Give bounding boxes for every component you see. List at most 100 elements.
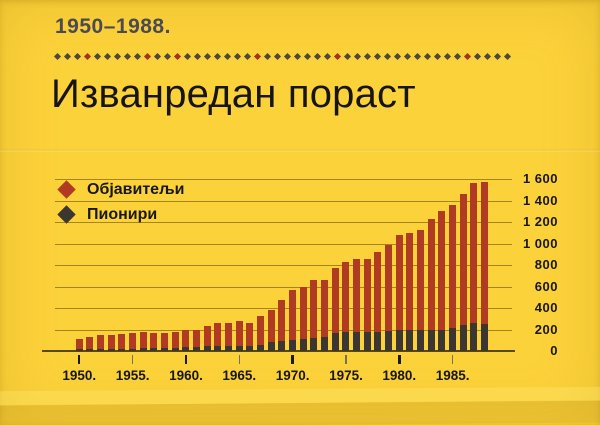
dark-diamond-icon: [203, 52, 212, 60]
bar-publishers-segment: [86, 337, 94, 351]
bar-publishers-segment: [278, 299, 286, 351]
x-axis-tick: [132, 355, 134, 364]
bar-1970: [289, 290, 297, 351]
bar-1951: [86, 337, 94, 351]
bar-1976: [353, 258, 361, 351]
bar-pioneers-segment: [310, 337, 318, 351]
bar-publishers-segment: [417, 229, 425, 351]
bar-1987: [470, 183, 478, 351]
bar-1973: [321, 280, 329, 351]
bar-publishers-segment: [257, 316, 265, 351]
bar-pioneers-segment: [139, 348, 147, 351]
red-diamond-icon: [173, 52, 182, 60]
x-axis-tick: [78, 355, 81, 364]
bar-publishers-segment: [395, 234, 403, 351]
y-axis-label: 1 200: [522, 214, 558, 229]
dark-diamond-icon: [303, 52, 312, 60]
y-axis-label: 600: [534, 278, 558, 294]
bar-pioneers-segment: [278, 340, 286, 351]
x-axis-label: 1975.: [329, 368, 363, 383]
bar-1972: [310, 280, 318, 351]
bar-publishers-segment: [310, 280, 318, 351]
dark-diamond-icon: [103, 52, 112, 60]
x-axis-tick: [345, 355, 347, 364]
bar-pioneers-segment: [86, 349, 94, 351]
red-diamond-icon: [143, 52, 152, 60]
x-axis-label: 1960.: [169, 368, 203, 383]
bar-pioneers-segment: [353, 331, 361, 351]
bar-publishers-segment: [75, 339, 83, 351]
x-axis-label: 1965.: [222, 368, 257, 383]
red-diamond-icon: [463, 52, 472, 60]
dark-diamond-icon: [243, 52, 252, 60]
bar-1959: [171, 331, 179, 351]
y-axis-label: 1 000: [522, 235, 558, 251]
bar-publishers-segment: [385, 245, 393, 351]
period-subtitle: 1950–1988.: [55, 15, 171, 38]
bar-publishers-segment: [118, 333, 126, 351]
x-axis-label: 1980.: [382, 368, 417, 383]
dark-diamond-icon: [133, 52, 142, 60]
page-bottom-shadow: [0, 400, 600, 425]
y-axis-label: 400: [534, 300, 558, 315]
bar-publishers-segment: [299, 286, 307, 351]
bar-pioneers-segment: [235, 345, 243, 351]
bar-pioneers-segment: [385, 331, 393, 351]
bar-pioneers-segment: [129, 348, 137, 351]
bar-1953: [107, 334, 115, 351]
dark-diamond-icon: [213, 52, 222, 60]
bar-1985: [449, 204, 457, 351]
bar-1982: [417, 229, 425, 351]
bar-1962: [203, 326, 211, 351]
chart-legend: Објавитељи Пионири: [57, 177, 184, 227]
bar-1955: [129, 332, 137, 351]
y-axis-label: 1 400: [522, 192, 558, 208]
bar-1978: [374, 251, 382, 351]
bar-1965: [235, 320, 243, 351]
x-axis-tick: [398, 355, 401, 364]
bar-publishers-segment: [193, 329, 201, 351]
legend-label-pioneers: Пионири: [87, 205, 158, 223]
legend-label-publishers: Објавитељи: [87, 180, 185, 198]
y-gridline: [55, 200, 512, 202]
y-axis-label: 0: [550, 343, 558, 358]
bar-publishers-segment: [182, 329, 190, 351]
bar-pioneers-segment: [107, 348, 115, 351]
red-diamond-icon: [253, 52, 262, 60]
dark-diamond-icon: [233, 52, 242, 60]
y-gridline: [55, 286, 512, 288]
bar-publishers-segment: [139, 331, 147, 351]
dark-diamond-icon: [63, 52, 72, 60]
bar-1983: [427, 218, 435, 351]
dark-diamond-icon: [183, 52, 192, 60]
x-axis-tick: [291, 355, 294, 364]
bar-pioneers-segment: [203, 346, 211, 351]
bar-publishers-segment: [321, 280, 329, 351]
bar-pioneers-segment: [331, 333, 339, 351]
dark-diamond-icon: [223, 52, 232, 60]
bar-pioneers-segment: [257, 344, 265, 351]
page-title: Изванредан пораст: [51, 72, 416, 116]
dark-diamond-icon: [273, 52, 282, 60]
bar-pioneers-segment: [225, 345, 233, 351]
bar-pioneers-segment: [417, 330, 425, 351]
bar-publishers-segment: [342, 262, 350, 351]
bar-1969: [278, 299, 286, 351]
bar-1956: [139, 331, 147, 351]
x-axis-label: 1955.: [115, 368, 150, 383]
bar-pioneers-segment: [395, 330, 403, 351]
bar-publishers-segment: [353, 258, 361, 351]
x-axis-tick: [238, 355, 240, 364]
dark-diamond-icon: [483, 52, 492, 60]
bar-publishers-segment: [267, 310, 275, 351]
y-axis-label: 800: [534, 257, 558, 272]
bar-1950: [75, 339, 83, 351]
x-axis-label: 1970.: [275, 368, 310, 383]
dark-diamond-icon: [283, 52, 292, 60]
y-gridline: [55, 222, 512, 223]
bar-pioneers-segment: [449, 328, 457, 351]
diamond-divider: [53, 52, 512, 60]
bar-pioneers-segment: [267, 342, 275, 351]
bar-pioneers-segment: [161, 347, 169, 351]
